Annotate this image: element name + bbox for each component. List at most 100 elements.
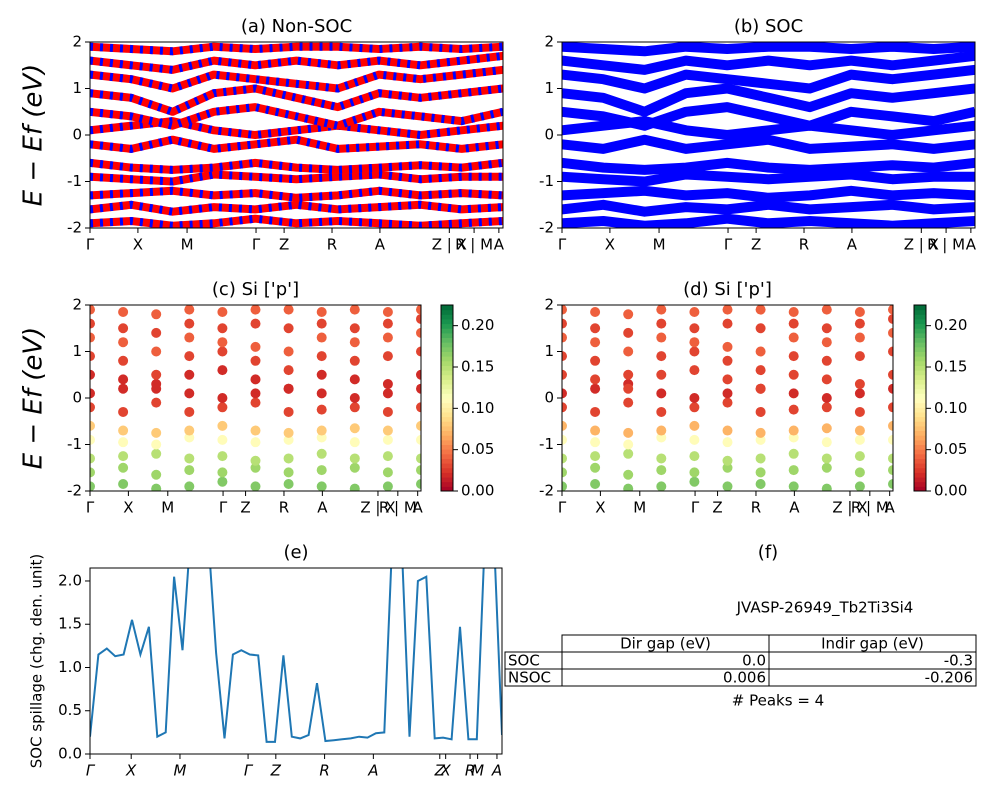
colorbar-segment [914,481,926,487]
band-point [623,327,634,338]
x-tick-label: A [367,762,378,780]
y-tick-label: 1.5 [58,615,82,633]
band-point [118,437,129,448]
plot-area [90,305,421,491]
band-point [416,434,421,445]
band-point [722,481,733,491]
band-point [382,481,393,491]
x-tick-label: R [319,762,329,780]
band-line-dashed [90,84,503,117]
x-tick-label: Γ [86,499,95,517]
colorbar-tick-label: 0.15 [934,358,967,376]
colorbar-segment [914,384,926,390]
band-point [90,388,95,399]
band-point [250,425,261,436]
table-value: -0.3 [944,652,973,670]
band-point [722,388,733,399]
x-tick-label: Γ [219,499,228,517]
band-point [316,425,327,436]
band-line [562,42,975,57]
band-point [656,305,667,315]
y-tick-label: -2 [67,219,82,237]
band-point [349,437,360,448]
band-point [562,318,567,329]
band-point [888,465,893,476]
band-point [821,462,832,473]
band-point [316,351,327,362]
band-point [416,465,421,476]
table-value: 0.0 [742,652,766,670]
band-point [382,425,393,436]
colorbar-segment [441,346,453,352]
colorbar-segment [914,444,926,450]
band-point [184,318,195,329]
band-point [590,355,601,366]
band-point [283,467,294,478]
band-point [562,388,567,399]
colorbar-segment [441,402,453,408]
band-point [722,397,733,408]
band-point [722,305,733,315]
band-point [118,355,129,366]
x-tick-label: Γ [691,499,700,517]
y-tick-label: -1 [67,172,82,190]
band-point [755,383,766,394]
band-point [90,351,95,362]
band-point [90,481,95,491]
band-point [821,453,832,464]
panel-title: (d) Si ['p'] [683,279,772,300]
band-point [656,406,667,417]
plot-area [90,42,503,228]
band-point [316,481,327,491]
colorbar-segment [914,477,926,483]
x-tick-label: M [181,236,194,254]
band-point [250,388,261,399]
band-point [250,397,261,408]
band-point [755,323,766,334]
table-header: Indir gap (eV) [821,635,924,653]
x-tick-label: A [375,236,386,254]
band-point [888,383,893,394]
band-point [250,355,261,366]
band-point [888,479,893,490]
band-point [184,453,195,464]
table-value: 0.006 [723,669,766,687]
x-tick-label: R [799,236,809,254]
band-point [250,341,261,352]
band-point [416,420,421,431]
band-point [590,437,601,448]
band-point [788,481,799,491]
band-point [689,306,700,317]
band-line [90,158,503,174]
colorbar-tick-label: 0.10 [934,399,967,417]
band-point [151,383,162,394]
x-tick-label: X [123,499,133,517]
band-point [821,337,832,348]
band-point [90,318,95,329]
band-point [283,323,294,334]
band-point [316,369,327,380]
band-point [184,465,195,476]
band-point [349,323,360,334]
band-point [623,397,634,408]
table-header: Dir gap (eV) [620,635,711,653]
band-point [623,483,634,491]
x-tick-label: Γ [724,236,733,254]
band-point [888,369,893,380]
colorbar-segment [441,472,453,478]
y-tick-label: 1 [544,79,554,97]
band-line [562,213,975,228]
band-point [217,365,228,376]
band-point [184,332,195,343]
band-point [821,355,832,366]
band-point [151,483,162,491]
band-point [689,323,700,334]
colorbar-segment [914,388,926,394]
band-point [656,332,667,343]
colorbar-segment [914,360,926,366]
colorbar-segment [914,449,926,455]
colorbar-segment [914,402,926,408]
band-point [656,481,667,491]
colorbar-segment [914,370,926,376]
